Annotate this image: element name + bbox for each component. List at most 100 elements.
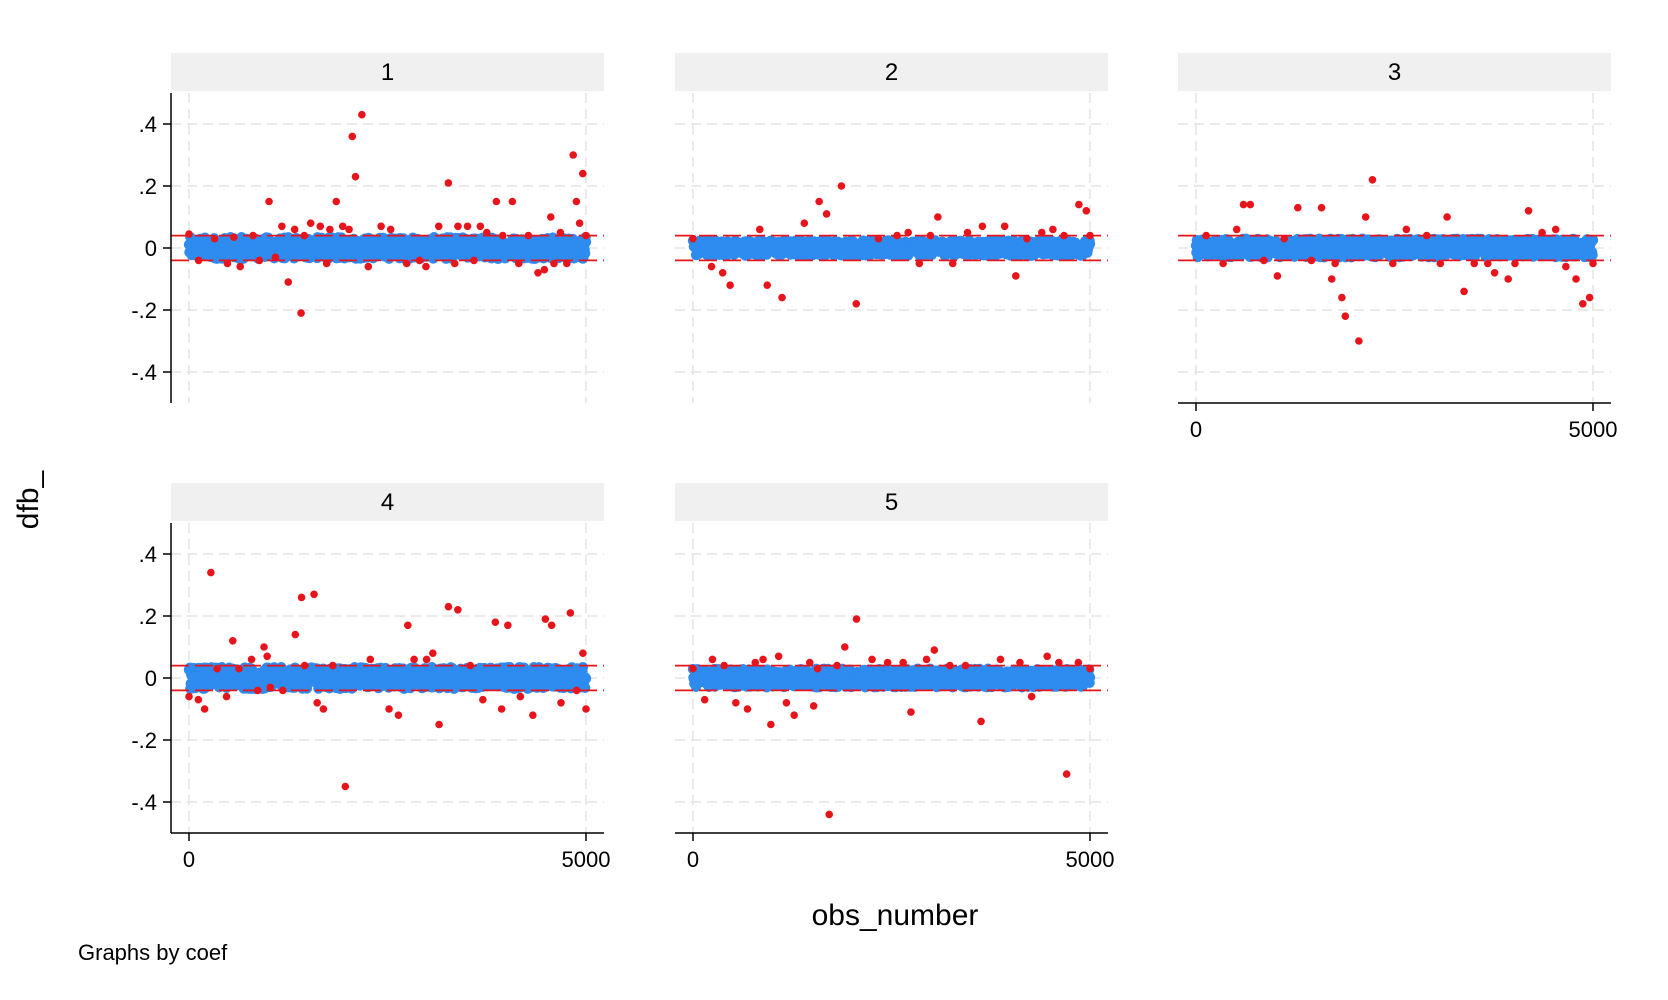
data-point-outlier bbox=[185, 692, 193, 701]
data-point-outlier bbox=[825, 810, 834, 819]
y-tick-label: -.4 bbox=[131, 360, 157, 385]
data-point-outlier bbox=[377, 222, 385, 231]
data-point-outlier bbox=[222, 692, 231, 701]
data-point-outlier bbox=[800, 219, 809, 227]
data-point-outlier bbox=[476, 222, 485, 231]
data-point-outlier bbox=[470, 256, 478, 265]
data-point-outlier bbox=[348, 132, 357, 141]
data-point-outlier bbox=[1000, 222, 1009, 231]
data-point-outlier bbox=[328, 661, 337, 670]
data-point-outlier bbox=[310, 590, 318, 599]
data-point-outlier bbox=[422, 262, 430, 271]
data-point-outlier bbox=[1538, 228, 1546, 237]
data-point-outlier bbox=[948, 259, 957, 268]
data-point-outlier bbox=[326, 225, 334, 234]
data-point-outlier bbox=[805, 658, 814, 667]
data-point-outlier bbox=[1402, 225, 1411, 234]
panel-strip bbox=[1178, 53, 1611, 91]
data-point-outlier bbox=[1307, 256, 1316, 265]
data-point-outlier bbox=[249, 231, 257, 240]
data-point-outlier bbox=[263, 652, 271, 661]
data-point-outlier bbox=[300, 231, 309, 240]
data-point-outlier bbox=[247, 655, 256, 664]
data-point-outlier bbox=[402, 259, 411, 268]
data-point-outlier bbox=[782, 699, 791, 707]
data-point-outlier bbox=[582, 231, 590, 240]
data-point-outlier bbox=[726, 281, 734, 290]
data-point-outlier bbox=[963, 228, 972, 237]
data-point-outlier bbox=[260, 643, 268, 651]
data-point-outlier bbox=[1524, 207, 1533, 215]
data-point-outlier bbox=[271, 253, 280, 262]
panel-strip-label: 4 bbox=[381, 489, 394, 516]
data-point-outlier bbox=[278, 222, 286, 231]
data-point-outlier bbox=[840, 643, 849, 651]
data-point-within bbox=[579, 248, 591, 259]
data-point-outlier bbox=[454, 222, 462, 231]
data-point-outlier bbox=[718, 269, 727, 277]
data-point-outlier bbox=[524, 231, 533, 240]
data-point-outlier bbox=[385, 705, 393, 713]
data-point-outlier bbox=[700, 695, 709, 704]
data-point-outlier bbox=[410, 655, 418, 664]
data-point-outlier bbox=[1355, 337, 1363, 345]
y-axis-title: dfb_ bbox=[12, 469, 45, 529]
data-point-outlier bbox=[253, 686, 262, 695]
data-point-outlier bbox=[341, 782, 350, 791]
data-point-outlier bbox=[297, 309, 305, 317]
data-point-outlier bbox=[345, 225, 353, 234]
data-point-outlier bbox=[194, 695, 203, 704]
data-point-outlier bbox=[1082, 207, 1091, 215]
data-point-outlier bbox=[1327, 275, 1336, 283]
data-point-outlier bbox=[529, 711, 537, 719]
data-point-outlier bbox=[351, 172, 360, 181]
data-point-outlier bbox=[429, 649, 437, 657]
data-point-outlier bbox=[1585, 293, 1594, 302]
data-point-outlier bbox=[550, 259, 558, 268]
data-point-outlier bbox=[1331, 259, 1339, 268]
data-point-outlier bbox=[1086, 664, 1094, 673]
data-point-outlier bbox=[572, 686, 581, 695]
x-tick-label: 0 bbox=[183, 847, 195, 872]
data-point-outlier bbox=[366, 655, 375, 664]
data-point-outlier bbox=[1460, 287, 1468, 296]
data-point-outlier bbox=[265, 197, 273, 206]
data-point-outlier bbox=[1443, 213, 1451, 221]
data-point-outlier bbox=[444, 179, 453, 187]
data-point-within bbox=[580, 673, 592, 684]
data-point-within bbox=[1084, 238, 1096, 250]
y-tick-label: .4 bbox=[139, 112, 157, 137]
data-point-outlier bbox=[546, 213, 555, 221]
data-point-outlier bbox=[732, 699, 740, 707]
data-point-within bbox=[1084, 672, 1096, 683]
data-point-outlier bbox=[767, 720, 775, 729]
data-point-outlier bbox=[996, 655, 1005, 664]
data-point-outlier bbox=[852, 300, 861, 308]
data-point-outlier bbox=[1232, 225, 1241, 234]
panel-4: 4.4.20-.2-.40 5000 bbox=[131, 483, 610, 872]
data-point-outlier bbox=[934, 213, 942, 221]
data-point-outlier bbox=[1016, 658, 1024, 667]
data-point-outlier bbox=[751, 658, 760, 667]
data-point-outlier bbox=[1579, 300, 1587, 308]
data-point-outlier bbox=[1062, 770, 1071, 778]
data-point-outlier bbox=[1037, 228, 1046, 237]
data-point-outlier bbox=[1202, 231, 1210, 240]
data-point-outlier bbox=[534, 269, 542, 277]
data-point-outlier bbox=[434, 222, 443, 231]
data-point-outlier bbox=[319, 705, 328, 713]
data-point-outlier bbox=[541, 615, 550, 623]
data-point-outlier bbox=[1572, 275, 1580, 283]
panel-strip bbox=[171, 53, 604, 91]
data-point-outlier bbox=[1075, 200, 1083, 209]
data-point-outlier bbox=[1273, 272, 1282, 280]
data-point-outlier bbox=[297, 593, 306, 602]
data-point-outlier bbox=[491, 618, 500, 626]
data-point-outlier bbox=[1060, 231, 1068, 240]
y-tick-label: -.2 bbox=[131, 298, 157, 323]
y-tick-label: .2 bbox=[139, 174, 157, 199]
data-point-outlier bbox=[1470, 259, 1479, 268]
data-point-outlier bbox=[1551, 225, 1560, 234]
data-point-outlier bbox=[492, 197, 501, 206]
data-point-outlier bbox=[578, 169, 587, 178]
